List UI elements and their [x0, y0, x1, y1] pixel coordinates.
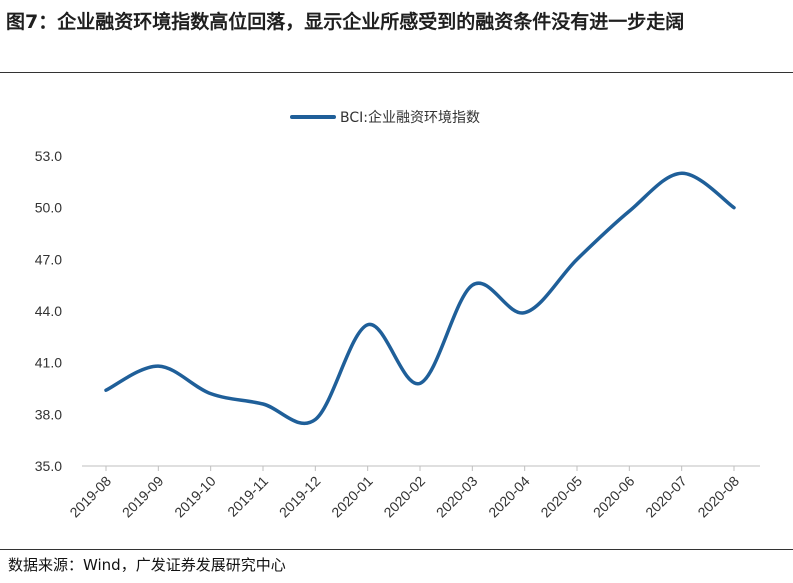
x-axis-ticks: 2019-08 2019-09 2019-10 2019-11 2019-12 2020-…	[66, 466, 742, 520]
y-tick-label: 47.0	[35, 251, 62, 267]
x-tick-label: 2020-02	[380, 473, 428, 521]
figure-title: 图7：企业融资环境指数高位回落，显示企业所感受到的融资条件没有进一步走阔	[6, 11, 685, 33]
legend-label: BCI:企业融资环境指数	[340, 109, 480, 126]
x-tick-label: 2020-01	[328, 473, 376, 521]
source-note: 数据来源：Wind，广发证券发展研究中心	[8, 556, 286, 574]
x-tick-label: 2020-06	[590, 473, 638, 521]
x-tick-label: 2020-07	[642, 473, 690, 521]
x-tick-label: 2019-10	[171, 473, 219, 521]
y-tick-label: 35.0	[35, 458, 62, 474]
x-tick-label: 2020-05	[537, 473, 585, 521]
y-tick-label: 44.0	[35, 303, 62, 319]
y-tick-label: 53.0	[35, 148, 62, 164]
y-axis-ticks: 53.0 50.0 47.0 44.0 41.0 38.0 35.0	[35, 148, 62, 474]
x-tick-label: 2020-03	[433, 473, 481, 521]
y-tick-label: 50.0	[35, 200, 62, 216]
series-group	[104, 171, 736, 426]
y-tick-label: 41.0	[35, 355, 62, 371]
x-tick-label: 2020-04	[485, 473, 533, 521]
x-tick-label: 2020-08	[694, 473, 742, 521]
legend: BCI:企业融资环境指数	[290, 109, 480, 126]
x-tick-label: 2019-12	[276, 473, 324, 521]
x-tick-label: 2019-08	[66, 473, 114, 521]
y-tick-label: 38.0	[35, 406, 62, 422]
top-divider	[0, 72, 793, 73]
x-tick-label: 2019-09	[119, 473, 167, 521]
series-line-bci	[104, 171, 736, 426]
x-tick-label: 2019-11	[224, 473, 271, 520]
bottom-divider	[0, 549, 793, 550]
